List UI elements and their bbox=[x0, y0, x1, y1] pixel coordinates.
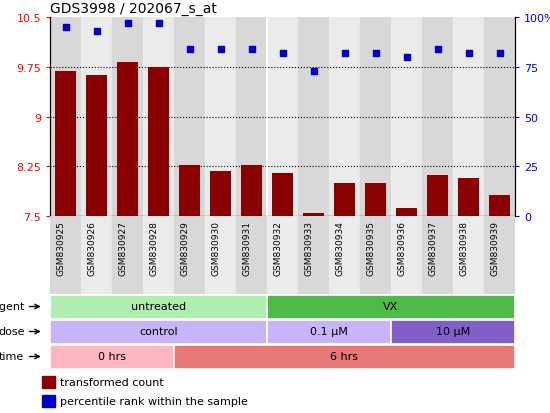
Text: 0.1 μM: 0.1 μM bbox=[310, 327, 348, 337]
Text: GSM830932: GSM830932 bbox=[273, 221, 283, 275]
Point bbox=[402, 55, 411, 61]
Bar bbox=[241, 166, 262, 413]
Text: GSM830927: GSM830927 bbox=[118, 221, 128, 275]
Bar bbox=[42, 395, 55, 407]
Bar bbox=[205, 216, 236, 294]
Bar bbox=[298, 216, 329, 294]
Bar bbox=[147, 68, 169, 413]
Bar bbox=[395, 209, 417, 413]
Text: GSM830926: GSM830926 bbox=[87, 221, 96, 275]
Bar bbox=[422, 18, 453, 216]
Text: 6 hrs: 6 hrs bbox=[331, 351, 359, 362]
Bar bbox=[391, 18, 422, 216]
Bar bbox=[484, 18, 515, 216]
Point bbox=[154, 21, 163, 27]
Text: 0 hrs: 0 hrs bbox=[98, 351, 126, 362]
Bar bbox=[50, 345, 174, 369]
Bar bbox=[360, 216, 391, 294]
Point bbox=[340, 50, 349, 57]
Text: dose: dose bbox=[0, 327, 25, 337]
Bar bbox=[50, 216, 81, 294]
Text: GSM830939: GSM830939 bbox=[491, 221, 499, 275]
Bar bbox=[210, 171, 232, 413]
Text: GSM830928: GSM830928 bbox=[150, 221, 158, 275]
Bar bbox=[329, 18, 360, 216]
Bar bbox=[236, 18, 267, 216]
Bar bbox=[50, 18, 81, 216]
Bar bbox=[236, 216, 267, 294]
Text: GSM830935: GSM830935 bbox=[366, 221, 376, 275]
Text: GSM830938: GSM830938 bbox=[459, 221, 469, 275]
Bar bbox=[81, 216, 112, 294]
Bar bbox=[50, 320, 267, 344]
Bar bbox=[267, 216, 298, 294]
Bar bbox=[42, 376, 55, 388]
Bar bbox=[81, 18, 112, 216]
Point bbox=[464, 50, 473, 57]
Bar bbox=[391, 320, 515, 344]
Text: GSM830937: GSM830937 bbox=[428, 221, 437, 275]
Bar bbox=[267, 18, 298, 216]
Text: VX: VX bbox=[383, 302, 399, 312]
Bar bbox=[267, 295, 515, 319]
Bar bbox=[302, 213, 324, 413]
Point bbox=[433, 46, 442, 53]
Text: transformed count: transformed count bbox=[60, 377, 163, 387]
Text: GSM830933: GSM830933 bbox=[305, 221, 314, 275]
Bar bbox=[143, 18, 174, 216]
Text: GDS3998 / 202067_s_at: GDS3998 / 202067_s_at bbox=[50, 2, 217, 16]
Bar bbox=[174, 216, 205, 294]
Text: 10 μM: 10 μM bbox=[436, 327, 470, 337]
Bar bbox=[50, 295, 267, 319]
Bar bbox=[365, 183, 386, 413]
Point bbox=[61, 25, 70, 31]
Text: GSM830929: GSM830929 bbox=[180, 221, 190, 275]
Bar bbox=[329, 216, 360, 294]
Bar bbox=[453, 216, 484, 294]
Text: GSM830925: GSM830925 bbox=[57, 221, 65, 275]
Point bbox=[216, 46, 225, 53]
Bar bbox=[112, 18, 143, 216]
Bar bbox=[458, 178, 480, 413]
Bar bbox=[272, 173, 293, 413]
Bar bbox=[117, 63, 139, 413]
Point bbox=[371, 50, 380, 57]
Bar bbox=[422, 216, 453, 294]
Bar bbox=[179, 166, 200, 413]
Text: control: control bbox=[139, 327, 178, 337]
Text: GSM830934: GSM830934 bbox=[336, 221, 344, 275]
Bar bbox=[484, 216, 515, 294]
Text: time: time bbox=[0, 351, 25, 362]
Text: untreated: untreated bbox=[131, 302, 186, 312]
Point bbox=[185, 46, 194, 53]
Point bbox=[495, 50, 504, 57]
Bar bbox=[174, 345, 515, 369]
Point bbox=[278, 50, 287, 57]
Bar bbox=[112, 216, 143, 294]
Bar bbox=[391, 216, 422, 294]
Bar bbox=[453, 18, 484, 216]
Text: GSM830930: GSM830930 bbox=[212, 221, 221, 275]
Point bbox=[247, 46, 256, 53]
Bar bbox=[143, 216, 174, 294]
Bar bbox=[174, 18, 205, 216]
Bar bbox=[488, 195, 510, 413]
Text: GSM830931: GSM830931 bbox=[243, 221, 251, 275]
Point bbox=[309, 68, 318, 75]
Bar bbox=[54, 72, 76, 413]
Bar bbox=[205, 18, 236, 216]
Bar bbox=[334, 183, 355, 413]
Bar bbox=[360, 18, 391, 216]
Bar bbox=[86, 76, 107, 413]
Text: agent: agent bbox=[0, 302, 25, 312]
Point bbox=[123, 21, 132, 27]
Text: GSM830936: GSM830936 bbox=[398, 221, 406, 275]
Bar bbox=[298, 18, 329, 216]
Text: percentile rank within the sample: percentile rank within the sample bbox=[60, 396, 248, 406]
Bar bbox=[427, 176, 448, 413]
Point bbox=[92, 28, 101, 35]
Bar bbox=[267, 320, 391, 344]
